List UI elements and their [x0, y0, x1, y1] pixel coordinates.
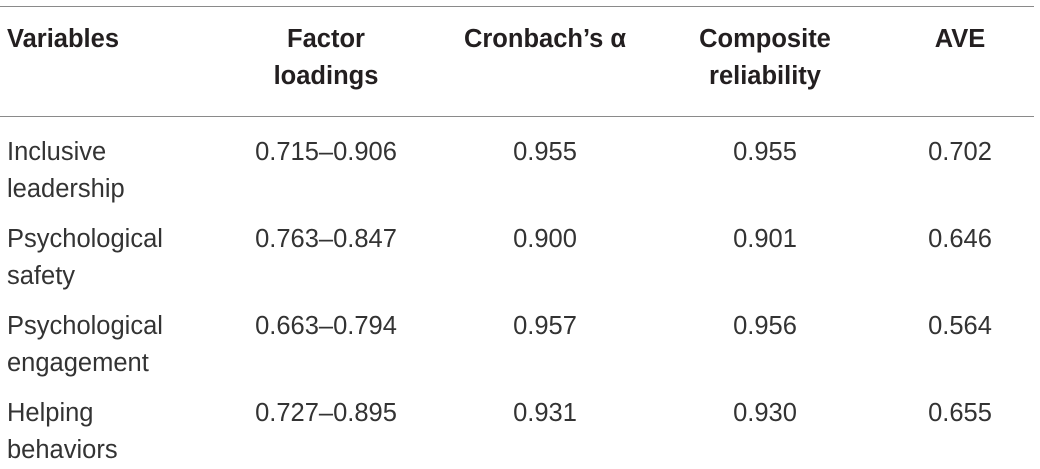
cell-factor-loadings: 0.727–0.895	[255, 399, 397, 427]
cell-ave: 0.646	[928, 225, 992, 253]
cell-variable: Psychological safety	[7, 225, 163, 290]
cell-composite-reliability: 0.930	[733, 399, 797, 427]
cell-variable: Inclusive leadership	[7, 138, 125, 203]
cell-composite-reliability: 0.956	[733, 312, 797, 340]
cell-composite-reliability: 0.901	[733, 225, 797, 253]
cell-composite-reliability: 0.955	[733, 138, 797, 166]
cell-variable: Helping behaviors	[7, 399, 118, 464]
cell-ave: 0.655	[928, 399, 992, 427]
table-header-rule	[0, 116, 1034, 117]
cell-ave: 0.564	[928, 312, 992, 340]
cell-cronbach-alpha: 0.955	[513, 138, 577, 166]
header-cronbach-alpha: Cronbach’s α	[463, 25, 627, 53]
cell-variable: Psychological engagement	[7, 312, 163, 377]
table-top-rule	[0, 6, 1034, 7]
header-ave: AVE	[934, 25, 986, 53]
cell-factor-loadings: 0.715–0.906	[255, 138, 397, 166]
cell-cronbach-alpha: 0.957	[513, 312, 577, 340]
cell-factor-loadings: 0.763–0.847	[255, 225, 397, 253]
header-variables: Variables	[7, 25, 119, 53]
cell-ave: 0.702	[928, 138, 992, 166]
header-composite-reliability: Composite reliability	[699, 25, 831, 90]
cell-cronbach-alpha: 0.931	[513, 399, 577, 427]
header-factor-loadings: Factor loadings	[273, 25, 379, 90]
cell-factor-loadings: 0.663–0.794	[255, 312, 397, 340]
cell-cronbach-alpha: 0.900	[513, 225, 577, 253]
